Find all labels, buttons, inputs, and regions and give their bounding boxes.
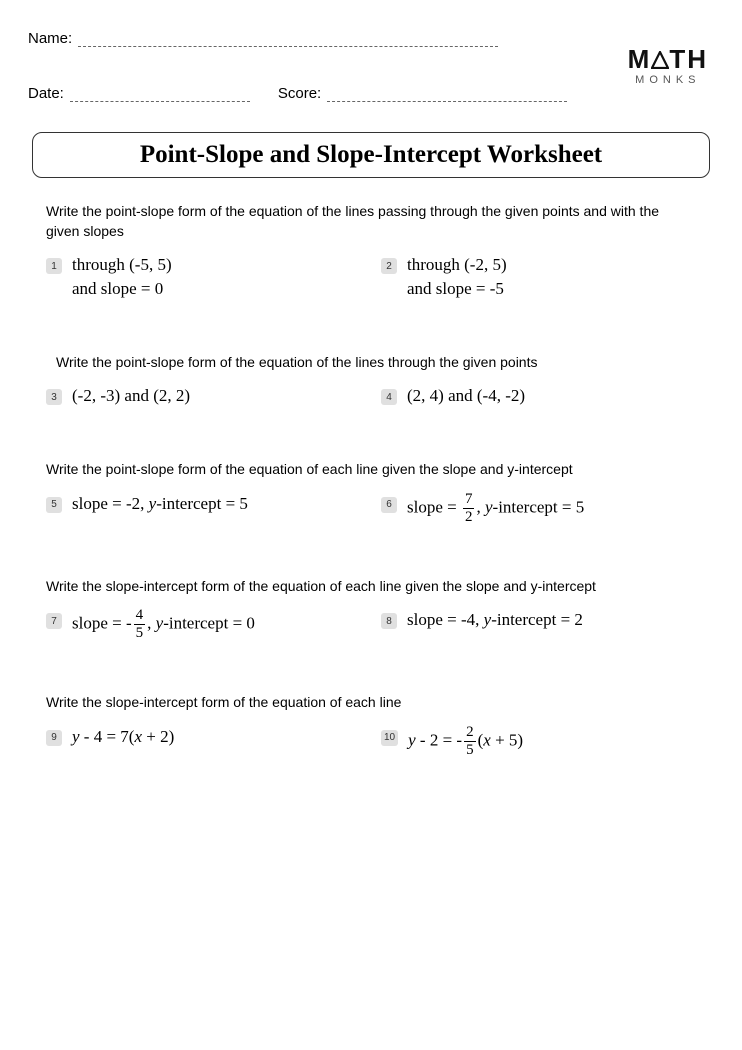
problem-8: 8 slope = -4, y-intercept = 2 (381, 608, 696, 641)
logo-text: M (628, 44, 652, 74)
logo-text: TH (669, 44, 708, 74)
problem-4: 4 (2, 4) and (-4, -2) (381, 384, 696, 408)
problem-text: y - 4 = 7(x + 2) (72, 725, 174, 749)
date-input-line[interactable] (70, 101, 250, 102)
worksheet-title-box: Point-Slope and Slope-Intercept Workshee… (32, 132, 710, 178)
problem-number-badge: 5 (46, 497, 62, 513)
problem-3: 3 (-2, -3) and (2, 2) (46, 384, 361, 408)
section-5: Write the slope-intercept form of the eq… (46, 693, 696, 758)
problem-10: 10 y - 2 = -25(x + 5) (381, 725, 696, 758)
problem-text: y - 2 = -25(x + 5) (408, 725, 523, 758)
triangle-icon (651, 51, 669, 69)
score-label: Score: (278, 85, 321, 102)
section-instruction: Write the point-slope form of the equati… (46, 202, 696, 241)
problem-1: 1 through (-5, 5) and slope = 0 (46, 253, 361, 301)
problem-number-badge: 9 (46, 730, 62, 746)
name-label: Name: (28, 30, 72, 47)
worksheet-title: Point-Slope and Slope-Intercept Workshee… (140, 141, 602, 168)
section-instruction: Write the point-slope form of the equati… (46, 460, 696, 480)
fraction: 72 (463, 492, 475, 525)
brand-logo: MTH MONKS (628, 48, 708, 86)
name-input-line[interactable] (78, 46, 498, 47)
problem-text: through (-2, 5) and slope = -5 (407, 253, 507, 301)
problem-text: slope = -2, y-intercept = 5 (72, 492, 248, 516)
section-instruction: Write the point-slope form of the equati… (56, 353, 696, 373)
problem-number-badge: 10 (381, 730, 398, 746)
problem-6: 6 slope = 72, y-intercept = 5 (381, 492, 696, 525)
section-1: Write the point-slope form of the equati… (46, 202, 696, 301)
section-4: Write the slope-intercept form of the eq… (46, 577, 696, 642)
problem-7: 7 slope = -45, y-intercept = 0 (46, 608, 361, 641)
problem-number-badge: 8 (381, 613, 397, 629)
score-input-line[interactable] (327, 101, 567, 102)
worksheet-header: Name: Date: Score: (28, 30, 714, 102)
date-label: Date: (28, 85, 64, 102)
problem-text: (2, 4) and (-4, -2) (407, 384, 525, 408)
problem-text: slope = -45, y-intercept = 0 (72, 608, 255, 641)
section-2: Write the point-slope form of the equati… (46, 353, 696, 408)
problem-9: 9 y - 4 = 7(x + 2) (46, 725, 361, 758)
section-instruction: Write the slope-intercept form of the eq… (46, 693, 696, 713)
problem-text: through (-5, 5) and slope = 0 (72, 253, 172, 301)
problem-2: 2 through (-2, 5) and slope = -5 (381, 253, 696, 301)
problem-number-badge: 1 (46, 258, 62, 274)
logo-subtext: MONKS (628, 74, 708, 86)
problem-number-badge: 6 (381, 497, 397, 513)
section-instruction: Write the slope-intercept form of the eq… (46, 577, 696, 597)
problem-text: slope = 72, y-intercept = 5 (407, 492, 584, 525)
fraction: 45 (134, 608, 146, 641)
problem-number-badge: 7 (46, 613, 62, 629)
problem-text: slope = -4, y-intercept = 2 (407, 608, 583, 632)
problem-5: 5 slope = -2, y-intercept = 5 (46, 492, 361, 525)
section-3: Write the point-slope form of the equati… (46, 460, 696, 525)
problem-number-badge: 3 (46, 389, 62, 405)
problem-text: (-2, -3) and (2, 2) (72, 384, 190, 408)
problem-number-badge: 4 (381, 389, 397, 405)
fraction: 25 (464, 725, 476, 758)
problem-number-badge: 2 (381, 258, 397, 274)
